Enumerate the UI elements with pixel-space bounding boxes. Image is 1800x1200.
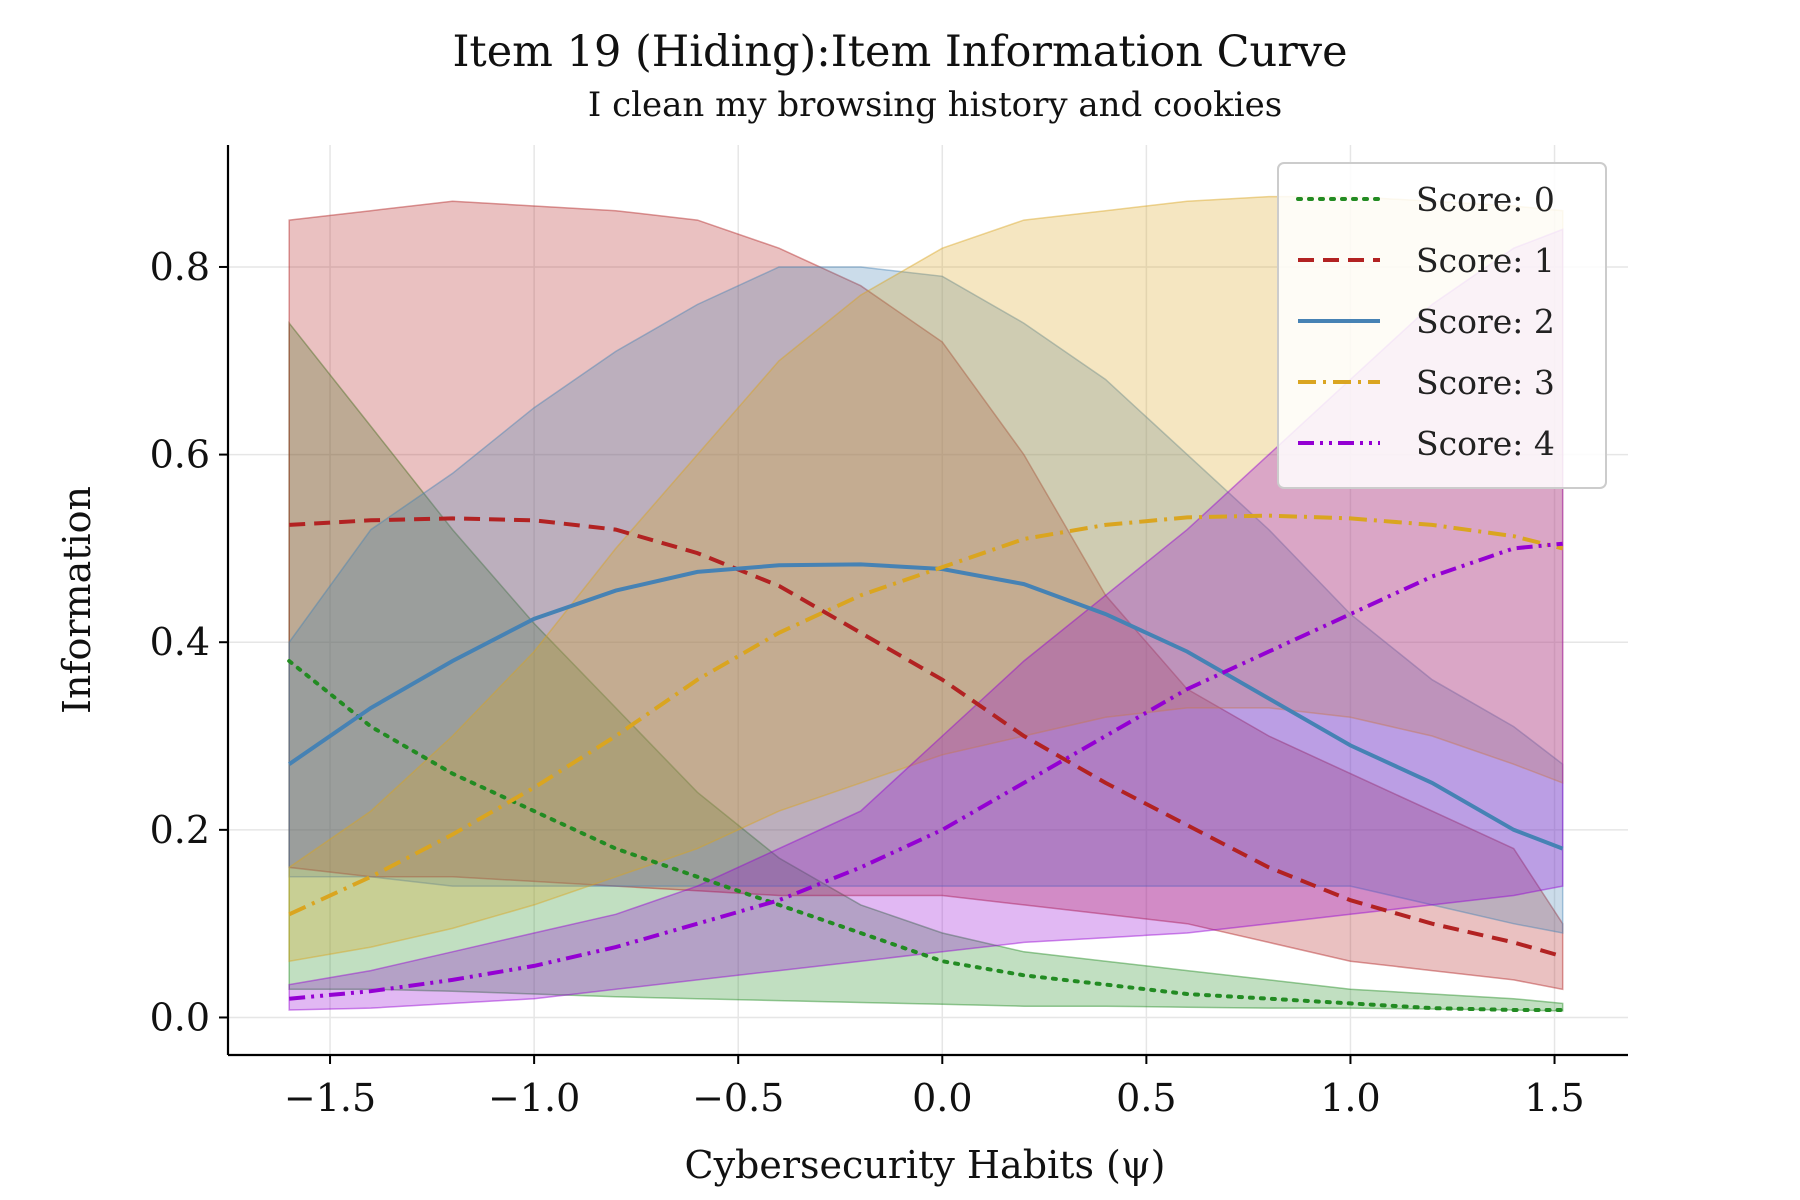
ticks: −1.5 −1.0 −0.5 0.0 0.5 1.0 1.5 0.0 0.2 0.4 0.6 0.8 [150,245,1585,1120]
line-score-3 [288,513,1564,917]
x-tick-label: −1.0 [488,1076,580,1120]
band-score-4 [288,228,1564,1011]
y-tick-label: 0.2 [150,808,210,852]
y-tick-label: 0.0 [150,995,210,1039]
x-tick-label: −0.5 [692,1076,784,1120]
y-axis-label: Information [55,486,99,714]
series-lines [287,513,1565,1012]
x-tick-label: 0.5 [1116,1076,1176,1120]
x-tick-label: −1.5 [284,1076,376,1120]
band-score-0 [288,321,1564,1012]
chart-subtitle: I clean my browsing history and cookies [588,85,1282,125]
y-tick-label: 0.6 [150,433,210,477]
legend-label-3: Score: 3 [1416,363,1555,402]
legend-label-2: Score: 2 [1416,302,1555,341]
y-tick-label: 0.4 [150,620,210,664]
x-tick-label: 1.5 [1524,1076,1584,1120]
chart-title: Item 19 (Hiding):Item Information Curve [452,27,1347,77]
x-tick-label: 1.0 [1320,1076,1380,1120]
legend-label-4: Score: 4 [1416,424,1555,463]
x-axis-label: Cybersecurity Habits (ψ) [685,1143,1166,1187]
axes [226,145,1628,1057]
band-score-2 [288,266,1564,934]
legend-frame [1277,162,1607,489]
line-score-4 [289,541,1563,1001]
x-tick-label: 0.0 [912,1076,972,1120]
line-score-0 [287,659,1565,1012]
legend: Score: 0 Score: 1 Score: 2 Score: 3 Score: 4 [1277,162,1607,489]
legend-label-0: Score: 0 [1416,180,1555,219]
line-score-1 [289,516,1564,959]
confidence-bands [288,195,1564,1012]
y-tick-label: 0.8 [150,245,210,289]
legend-label-1: Score: 1 [1416,241,1555,280]
band-score-3 [288,195,1564,963]
band-score-1 [288,200,1564,991]
